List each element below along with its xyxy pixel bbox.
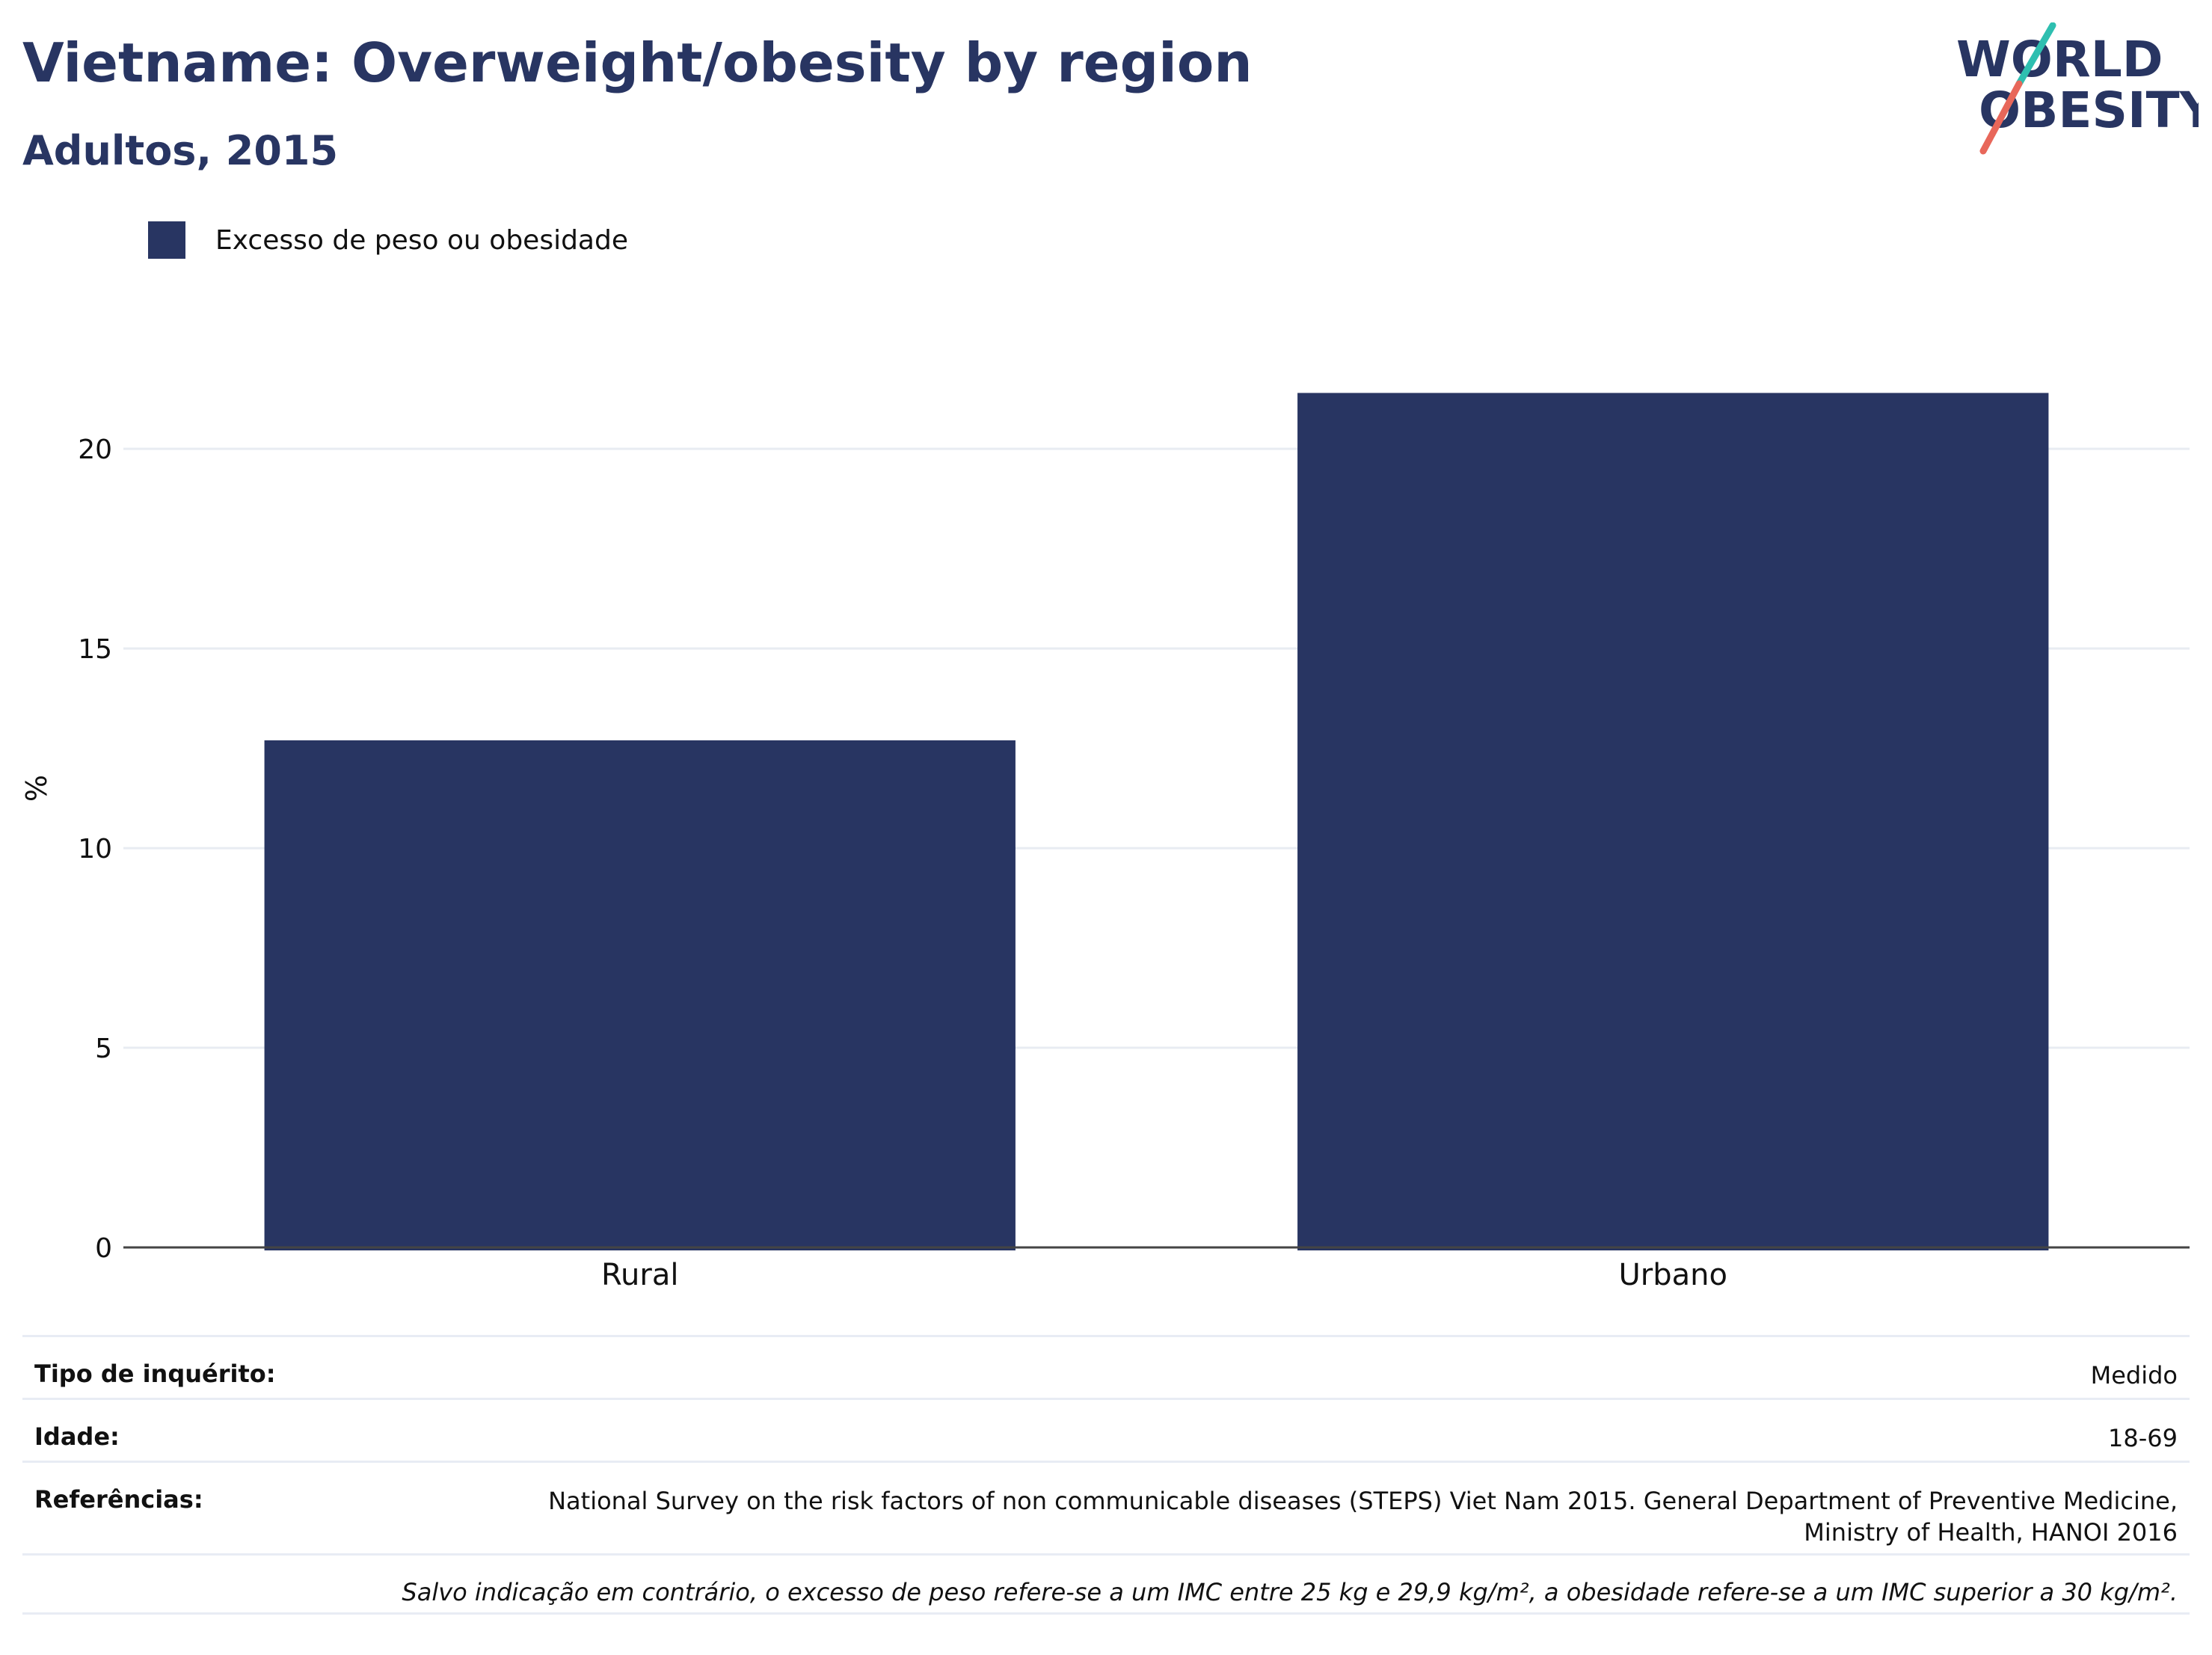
references-label: Referências: [34, 1485, 203, 1514]
bar-urbano[interactable] [1297, 393, 2049, 1251]
info-row-references: Referências: National Survey on the risk… [22, 1461, 2190, 1553]
x-tick-label: Urbano [1619, 1258, 1727, 1292]
logo-slash-top [2015, 22, 2056, 87]
y-tick-label: 15 [78, 634, 112, 665]
world-obesity-logo: WORLD OBESITY [1956, 22, 2199, 155]
y-axis-label: % [20, 775, 53, 802]
survey-info-table: Tipo de inquérito: Medido Idade: 18-69 R… [22, 1335, 2190, 1615]
x-tick-label: Rural [601, 1258, 678, 1292]
legend-swatch [148, 221, 185, 259]
chart-legend[interactable]: Excesso de peso ou obesidade [148, 221, 628, 259]
info-row-note: Salvo indicação em contrário, o excesso … [22, 1553, 2190, 1615]
bar-chart: 0 5 10 15 20 Rural Urbano % [20, 393, 2190, 1292]
x-tick-labels: Rural Urbano [601, 1258, 1727, 1292]
survey-type-label: Tipo de inquérito: [34, 1360, 276, 1388]
references-line-2: Ministry of Health, HANOI 2016 [1804, 1518, 2178, 1547]
y-tick-label: 5 [95, 1034, 112, 1064]
y-tick-label: 0 [95, 1233, 112, 1264]
bar-rural[interactable] [264, 740, 1016, 1250]
age-value: 18-69 [2108, 1424, 2178, 1452]
info-row-survey-type: Tipo de inquérito: Medido [22, 1335, 2190, 1398]
bars [264, 393, 2049, 1251]
y-tick-label: 20 [78, 435, 112, 465]
age-label: Idade: [34, 1422, 120, 1451]
bmi-definition-note: Salvo indicação em contrário, o excesso … [402, 1578, 2178, 1606]
logo-text-world: WORLD [1956, 31, 2163, 88]
y-tick-labels: 0 5 10 15 20 [78, 435, 112, 1264]
info-row-age: Idade: 18-69 [22, 1398, 2190, 1461]
references-value: National Survey on the risk factors of n… [548, 1485, 2178, 1548]
legend-label: Excesso de peso ou obesidade [215, 224, 628, 256]
survey-type-value: Medido [2090, 1361, 2178, 1390]
logo-slash-bottom [1979, 80, 2023, 155]
y-tick-label: 10 [78, 834, 112, 865]
references-line-1: National Survey on the risk factors of n… [548, 1487, 2178, 1515]
chart-subtitle: Adultos, 2015 [22, 127, 339, 174]
chart-title: Vietname: Overweight/obesity by region [22, 31, 1253, 94]
